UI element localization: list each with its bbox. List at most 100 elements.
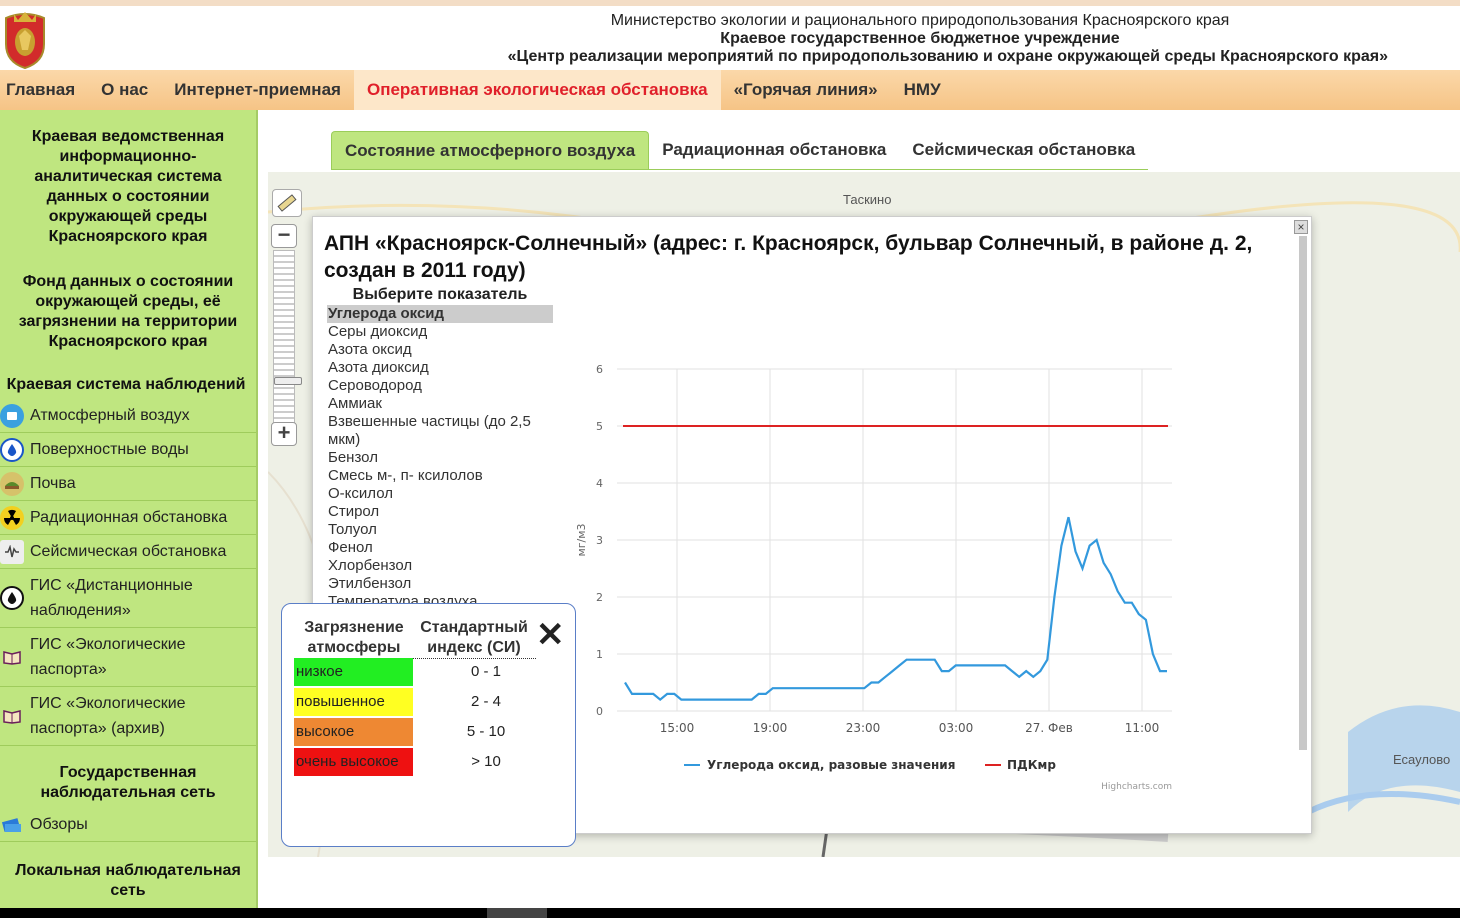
air-icon [0, 403, 24, 428]
soil-icon [0, 471, 24, 496]
taskbar [0, 908, 1460, 918]
sidebar-heading-system[interactable]: Краевая ведомственная информационно-анал… [31, 128, 225, 245]
sidebar-item-label: ГИС «Экологические паспорта» (архив) [30, 695, 186, 737]
institution-type: Краевое государственное бюджетное учрежд… [720, 30, 1120, 47]
main-nav: Главная О нас Интернет-приемная Оператив… [0, 70, 1460, 110]
indicator-item[interactable]: Серы диоксид [328, 323, 428, 340]
popup-close-button[interactable]: × [1294, 220, 1308, 234]
legend-level-label: повышенное [294, 688, 413, 716]
coat-of-arms-logo[interactable] [2, 10, 48, 70]
y-tick-label: 4 [596, 477, 603, 490]
sidebar-item-seismic[interactable]: Сейсмическая обстановка [0, 535, 256, 569]
indicator-item[interactable]: Сероводород [328, 377, 422, 394]
pollution-chart: 15:00 19:00 23:00 03:00 27. Фев 11:00 0 1 2 3 4 5 6 м… [575, 363, 1172, 792]
indicator-item[interactable]: Смесь м-, п- ксилолов [328, 467, 483, 484]
legend-index-value: 2 - 4 [470, 693, 501, 710]
book-icon [0, 704, 24, 728]
seismic-icon [0, 539, 24, 564]
sidebar-item-passports[interactable]: ГИС «Экологические паспорта» [0, 628, 256, 687]
legend-row-very-high: очень высокое > 10 [294, 748, 564, 776]
sidebar-item-air[interactable]: Атмосферный воздух [0, 399, 256, 433]
nav-about[interactable]: О нас [101, 80, 149, 99]
sidebar-heading-fund[interactable]: Фонд данных о состоянии окружающей среды… [18, 273, 238, 350]
measure-button[interactable] [272, 189, 302, 217]
sidebar-item-label: Радиационная обстановка [30, 509, 228, 526]
nav-hotline[interactable]: «Горячая линия» [733, 80, 878, 99]
legend-index-value: > 10 [471, 753, 501, 770]
legend-close-icon[interactable]: ✕ [536, 616, 565, 654]
ruler-icon [277, 194, 297, 212]
sidebar-item-label: Обзоры [30, 816, 88, 833]
series-line-co [624, 516, 1167, 702]
x-tick-label: 23:00 [846, 721, 881, 735]
y-tick-label: 2 [596, 591, 603, 604]
sidebar-item-label: Поверхностные воды [30, 441, 189, 458]
legend-level-label: высокое [294, 718, 413, 746]
x-tick-label: 19:00 [753, 721, 788, 735]
radiation-icon [0, 505, 24, 530]
tab-radiation[interactable]: Радиационная обстановка [662, 140, 887, 159]
site-header: Министерство экологии и рационального пр… [0, 0, 1460, 70]
oil-drop-icon [0, 586, 24, 610]
y-tick-label: 0 [596, 705, 603, 718]
indicator-item[interactable]: Хлорбензол [328, 557, 413, 574]
indicator-list: Углерода оксид Серы диоксид Азота оксид Азо… [327, 305, 553, 605]
book-icon [0, 645, 24, 669]
nav-eco-situation[interactable]: Оперативная экологическая обстановка [353, 70, 721, 110]
y-tick-label: 6 [596, 363, 603, 376]
zoom-slider-thumb[interactable] [274, 377, 302, 385]
legend-row-elevated: повышенное 2 - 4 [294, 688, 564, 716]
sidebar-item-radiation[interactable]: Радиационная обстановка [0, 501, 256, 535]
legend-index-value: 5 - 10 [466, 723, 506, 740]
sidebar-item-label: Атмосферный воздух [30, 407, 190, 424]
nav-nmu[interactable]: НМУ [903, 80, 941, 99]
indicator-item[interactable]: О-ксилол [328, 485, 393, 502]
sidebar-item-passports-archive[interactable]: ГИС «Экологические паспорта» (архив) [0, 687, 256, 746]
sidebar-heading-local-network[interactable]: Локальная наблюдательная сеть [15, 862, 241, 899]
indicator-item[interactable]: Фенол [328, 539, 373, 556]
sidebar-item-label: Сейсмическая обстановка [30, 543, 227, 560]
indicator-item[interactable]: Взвешенные частицы (до 2,5 мкм) [328, 413, 531, 448]
nav-reception[interactable]: Интернет-приемная [174, 80, 341, 99]
tab-air-state[interactable]: Состояние атмосферного воздуха [331, 131, 650, 169]
x-tick-label: 15:00 [660, 721, 695, 735]
chart-credits: Highcharts.com [1101, 782, 1172, 792]
sidebar-item-remote[interactable]: ГИС «Дистанционные наблюдения» [0, 569, 256, 628]
y-tick-label: 5 [596, 420, 603, 433]
indicator-item[interactable]: Толуол [328, 521, 377, 538]
x-tick-label: 03:00 [939, 721, 974, 735]
sidebar-item-soil[interactable]: Почва [0, 467, 256, 501]
indicator-item[interactable]: Стирол [328, 503, 380, 520]
x-tick-label: 11:00 [1125, 721, 1160, 735]
indicator-item[interactable]: Азота диоксид [328, 359, 429, 376]
pollution-legend: Загрязнение атмосферы Стандартный индекс… [281, 603, 576, 847]
indicator-item[interactable]: Азота оксид [328, 341, 412, 358]
zoom-in-button[interactable]: + [271, 422, 297, 446]
books-icon [0, 813, 24, 837]
zoom-track[interactable] [273, 250, 302, 428]
sidebar-item-label: Почва [30, 475, 76, 492]
indicator-item[interactable]: Этилбензол [328, 575, 412, 592]
legend-header-index: Стандартный индекс (СИ) [412, 618, 536, 659]
water-drop-icon [0, 437, 24, 462]
nav-home[interactable]: Главная [6, 80, 76, 99]
legend-row-high: высокое 5 - 10 [294, 718, 564, 746]
legend-level-label: очень высокое [294, 748, 413, 776]
indicator-item[interactable]: Аммиак [328, 395, 382, 412]
sidebar: Краевая ведомственная информационно-анал… [0, 110, 258, 918]
sidebar-heading-observations: Краевая система наблюдений [6, 376, 246, 393]
station-title: АПН «Красноярск-Солнечный» (адрес: г. Кр… [324, 232, 1253, 282]
taskbar-segment[interactable] [487, 908, 547, 918]
indicator-item[interactable]: Бензол [328, 449, 378, 466]
y-tick-label: 1 [596, 648, 603, 661]
tab-seismic[interactable]: Сейсмическая обстановка [912, 140, 1136, 159]
sidebar-item-water[interactable]: Поверхностные воды [0, 433, 256, 467]
y-axis-label: мг/м3 [575, 523, 588, 556]
sidebar-item-reviews[interactable]: Обзоры [0, 808, 256, 842]
popup-scrollbar[interactable] [1299, 236, 1307, 750]
sidebar-heading-state-network[interactable]: Государственная наблюдательная сеть [40, 764, 216, 801]
zoom-out-button[interactable]: − [271, 224, 297, 248]
indicator-item[interactable]: Температура воздуха [328, 593, 478, 605]
indicator-item[interactable]: Углерода оксид [327, 305, 553, 323]
ministry-name: Министерство экологии и рационального пр… [610, 12, 1230, 29]
